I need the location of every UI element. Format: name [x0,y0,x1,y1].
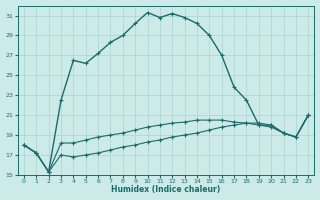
X-axis label: Humidex (Indice chaleur): Humidex (Indice chaleur) [111,185,221,194]
